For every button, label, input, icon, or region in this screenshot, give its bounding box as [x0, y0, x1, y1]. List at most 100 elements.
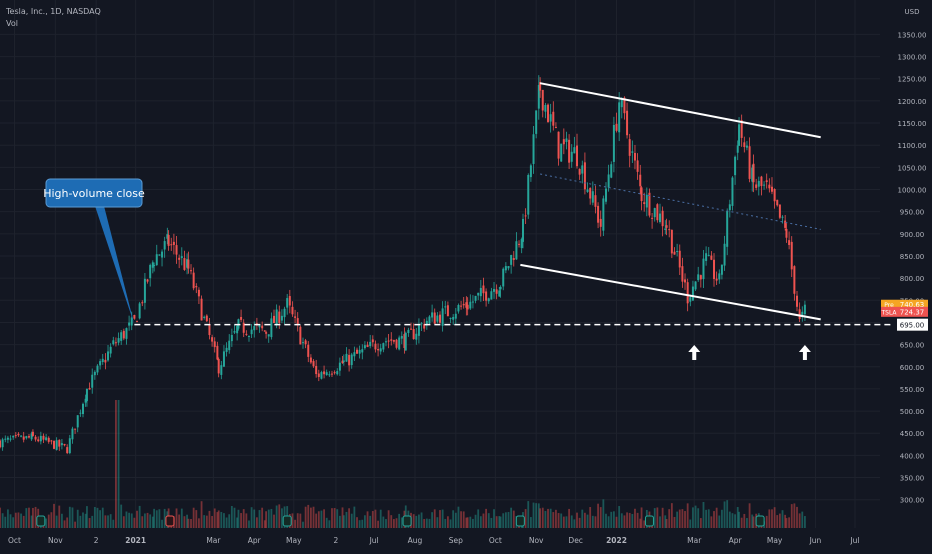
candle-body	[763, 185, 765, 186]
volume-bar	[444, 519, 446, 528]
volume-bar	[238, 510, 240, 528]
volume-bar	[676, 512, 678, 528]
volume-bar	[774, 507, 776, 528]
candle-body	[353, 352, 355, 356]
volume-bar	[396, 518, 398, 528]
volume-bar	[361, 520, 363, 528]
candle-body	[136, 321, 138, 322]
candle-body	[442, 308, 444, 325]
volume-bar	[190, 519, 192, 528]
candle-body	[637, 160, 639, 171]
candle-body	[245, 334, 247, 335]
volume-bar	[513, 511, 515, 528]
candle-body	[681, 266, 683, 281]
candle-body	[631, 151, 633, 152]
candle-body	[510, 255, 512, 265]
candle-body	[4, 439, 6, 440]
y-axis-tick-label: 1000.00	[898, 187, 927, 195]
volume-bar	[45, 519, 47, 528]
candle-body	[377, 349, 379, 350]
candle-body	[208, 324, 210, 335]
candle-body	[407, 330, 409, 333]
candle-body	[695, 281, 697, 289]
x-axis-tick-label: Jul	[849, 536, 859, 545]
volume-bar	[94, 507, 96, 528]
volume-bar	[56, 516, 58, 528]
candle-body	[662, 211, 664, 226]
candle-body	[315, 366, 317, 374]
candle-body	[115, 342, 117, 343]
candle-body	[584, 162, 586, 189]
volume-bar	[359, 520, 361, 528]
volume-bar	[53, 504, 55, 528]
candle-body	[56, 440, 58, 450]
candle-body	[472, 302, 474, 303]
earnings-marker-box	[756, 516, 764, 526]
candle-body	[390, 339, 392, 340]
volume-bar	[153, 509, 155, 528]
volume-bar	[15, 513, 17, 528]
candle-body	[469, 302, 471, 309]
candle-body	[608, 174, 610, 187]
candle-body	[421, 323, 423, 324]
x-axis-tick-label: May	[286, 536, 302, 545]
volume-bar	[469, 517, 471, 528]
candle-body	[799, 309, 801, 319]
volume-bar	[705, 510, 707, 528]
volume-bar	[710, 516, 712, 528]
candle-body	[214, 341, 216, 347]
candle-body	[261, 326, 263, 329]
volume-bar	[552, 512, 554, 528]
volume-bar	[348, 508, 350, 528]
candle-body	[226, 348, 228, 352]
candle-body	[597, 206, 599, 223]
volume-bar	[398, 514, 400, 528]
volume-bar	[25, 508, 27, 528]
candle-body	[616, 124, 618, 131]
volume-bar	[726, 500, 728, 528]
candle-body	[281, 316, 283, 321]
volume-bar	[339, 516, 341, 528]
volume-bar	[144, 513, 146, 528]
volume-bar	[423, 519, 425, 528]
candle-body	[66, 447, 68, 453]
volume-bar	[23, 516, 25, 528]
candle-body	[94, 372, 96, 375]
volume-bar	[508, 512, 510, 528]
y-axis-tick-label: 1200.00	[898, 98, 927, 106]
candle-body	[505, 266, 507, 270]
volume-bar	[436, 517, 438, 528]
volume-bar	[302, 522, 304, 528]
volume-bar	[315, 514, 317, 528]
volume-bar	[97, 508, 99, 528]
candle-body	[568, 140, 570, 163]
candle-body	[259, 325, 261, 327]
volume-bar	[4, 517, 6, 528]
candle-body	[766, 180, 768, 182]
candle-body	[729, 204, 731, 210]
volume-bar	[502, 513, 504, 528]
candle-body	[40, 436, 42, 441]
y-axis-tick-label: 1250.00	[898, 76, 927, 84]
candle-body	[488, 298, 490, 301]
candle-body	[336, 371, 338, 374]
volume-bar	[346, 512, 348, 528]
x-axis-tick-label: Aug	[408, 536, 423, 545]
volume-bar	[463, 511, 465, 528]
candle-body	[291, 307, 293, 314]
volume-bar	[415, 516, 417, 528]
candle-body	[428, 316, 430, 323]
volume-bar	[10, 514, 12, 528]
volume-bar	[544, 511, 546, 528]
volume-bar	[276, 505, 278, 528]
candle-body	[576, 146, 578, 167]
candle-body	[128, 323, 130, 326]
candle-body	[149, 265, 151, 278]
earnings-marker-box	[166, 516, 174, 526]
volume-bar	[218, 510, 220, 528]
volume-bar	[318, 511, 320, 528]
candle-body	[774, 189, 776, 201]
volume-bar	[477, 509, 479, 528]
